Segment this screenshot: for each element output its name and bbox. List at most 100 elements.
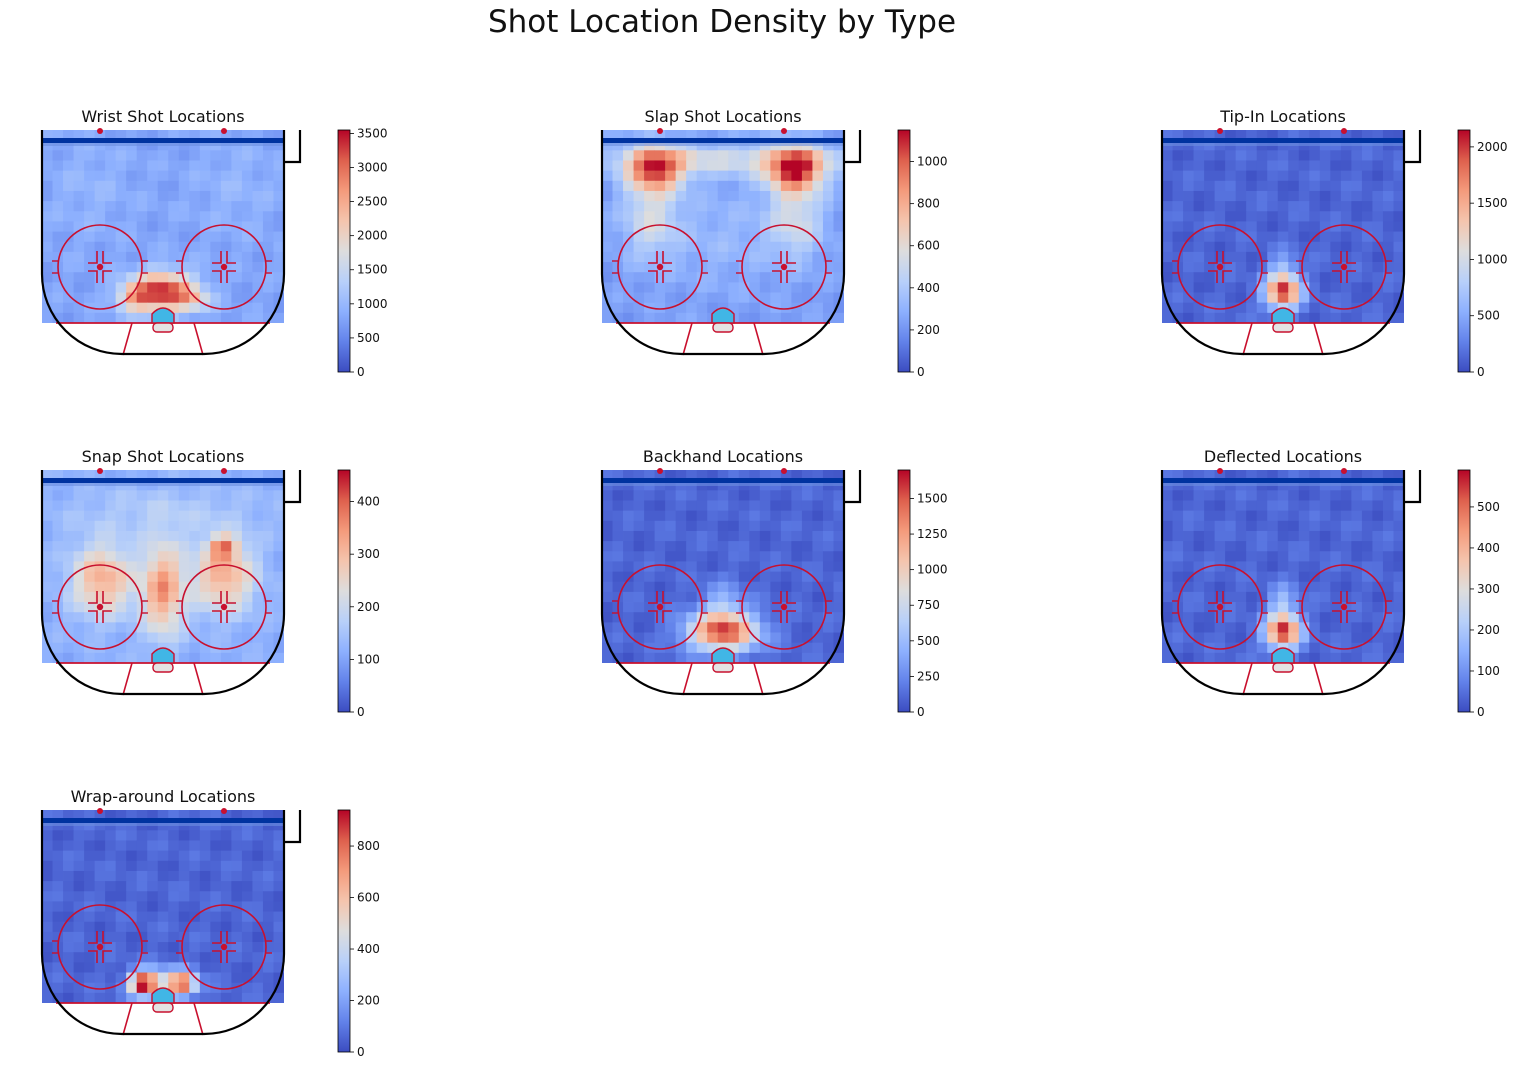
- heatmap-cell: [1309, 622, 1321, 633]
- heatmap-cell: [759, 642, 771, 654]
- heatmap-cell: [273, 992, 284, 1003]
- goal-net: [712, 322, 734, 333]
- heatmap-cell: [654, 251, 666, 263]
- heatmap-cell: [63, 581, 74, 593]
- heatmap-cell: [178, 292, 190, 304]
- heatmap-cell: [42, 612, 53, 623]
- heatmap-cell: [231, 160, 243, 172]
- heatmap-cell: [1298, 622, 1310, 633]
- heatmap-cell: [1183, 642, 1194, 654]
- heatmap-cell: [115, 992, 127, 1003]
- heatmap-cell: [1172, 551, 1184, 562]
- panel-title: Tip-In Locations: [1219, 107, 1346, 126]
- heatmap-cell: [812, 520, 824, 532]
- heatmap-cell: [126, 652, 138, 663]
- heatmap-cell: [1361, 251, 1373, 263]
- heatmap-cell: [728, 642, 740, 654]
- heatmap-cell: [1382, 541, 1394, 552]
- heatmap-cell: [1298, 211, 1310, 222]
- heatmap-cell: [262, 952, 274, 963]
- heatmap-cell: [1277, 571, 1289, 583]
- hash-marks: [1208, 591, 1218, 604]
- heatmap-cell: [115, 952, 127, 963]
- heatmap-cell: [73, 962, 85, 973]
- heatmap-cell: [94, 652, 106, 663]
- heatmap-cell: [1361, 561, 1373, 572]
- neutral-dot: [657, 128, 663, 134]
- heatmap-cell: [126, 180, 138, 192]
- heatmap-cell: [812, 652, 824, 663]
- heatmap-cell: [147, 622, 159, 633]
- goal-crease: [1271, 647, 1295, 664]
- heatmap-cell: [833, 510, 844, 522]
- heatmap-cell: [273, 520, 284, 532]
- heatmap-cell: [220, 581, 232, 593]
- trapezoid-line: [753, 662, 764, 696]
- heatmap-cell: [1351, 510, 1363, 522]
- heatmap-cell: [1319, 541, 1331, 552]
- heatmap-cell: [686, 221, 698, 232]
- heatmap-cell: [241, 551, 253, 562]
- heatmap-cell: [791, 520, 803, 532]
- heatmap-cell: [696, 571, 708, 583]
- heatmap-cell: [73, 911, 85, 923]
- heatmap-cell: [115, 632, 127, 644]
- heatmap-cell: [84, 551, 96, 562]
- heatmap-cell: [136, 901, 148, 912]
- heatmap-cell: [728, 602, 740, 613]
- heatmap-cell: [178, 520, 190, 532]
- heatmap-cell: [136, 520, 148, 532]
- heatmap-cell: [210, 282, 222, 293]
- hash-marks: [1332, 610, 1342, 623]
- neutral-dot: [781, 468, 787, 474]
- faceoff-circle: [181, 224, 267, 310]
- heatmap-cell: [738, 201, 750, 212]
- heatmap-cell: [633, 282, 645, 293]
- heatmap-cell: [1382, 312, 1394, 323]
- heatmap-cell: [252, 180, 264, 192]
- heatmap-cell: [1382, 221, 1394, 232]
- panel-title: Wrist Shot Locations: [81, 107, 244, 126]
- heatmap-cell: [833, 571, 844, 583]
- heatmap-cell: [42, 292, 53, 304]
- heatmap-cell: [1214, 530, 1226, 542]
- heatmap-cell: [189, 221, 201, 232]
- heatmap-cell: [273, 561, 284, 572]
- heatmap-cell: [833, 541, 844, 552]
- heatmap-cell: [801, 642, 813, 654]
- heatmap-cell: [126, 901, 138, 912]
- heatmap-cell: [1351, 520, 1363, 532]
- hash-marks: [1346, 251, 1356, 264]
- heatmap-cell: [52, 201, 64, 212]
- heatmap-cell: [717, 520, 729, 532]
- heatmap-cell: [168, 591, 180, 603]
- hash-marks: [648, 610, 658, 623]
- heatmap-cell: [654, 470, 666, 481]
- heatmap-cell: [801, 530, 813, 542]
- heatmap-cell: [675, 612, 687, 623]
- heatmap-cell: [147, 591, 159, 603]
- heatmap-cell: [822, 602, 834, 613]
- heatmap-cell: [749, 251, 761, 263]
- heatmap-cell: [105, 891, 117, 902]
- heatmap-cell: [675, 272, 687, 283]
- heatmap-cell: [199, 221, 211, 232]
- heatmap-cell: [73, 470, 85, 481]
- rink-boards: [40, 470, 286, 696]
- heatmap-cell: [1298, 180, 1310, 192]
- figure-title: Shot Location Density by Type: [487, 4, 957, 40]
- heatmap-cell: [84, 952, 96, 963]
- heatmap-cell: [241, 591, 253, 603]
- heatmap-cell: [728, 622, 740, 633]
- heatmap-cell: [178, 571, 190, 583]
- heatmap-cell: [738, 170, 750, 182]
- heatmap-cell: [262, 840, 274, 852]
- heatmap-cell: [1183, 652, 1194, 663]
- heatmap-cell: [612, 571, 624, 583]
- heatmap-cell: [157, 850, 169, 862]
- heatmap-cell: [654, 282, 666, 293]
- heatmap-cell: [231, 520, 243, 532]
- heatmap-cell: [231, 612, 243, 623]
- heatmap-cell: [189, 652, 201, 663]
- heatmap-cell: [1393, 530, 1404, 542]
